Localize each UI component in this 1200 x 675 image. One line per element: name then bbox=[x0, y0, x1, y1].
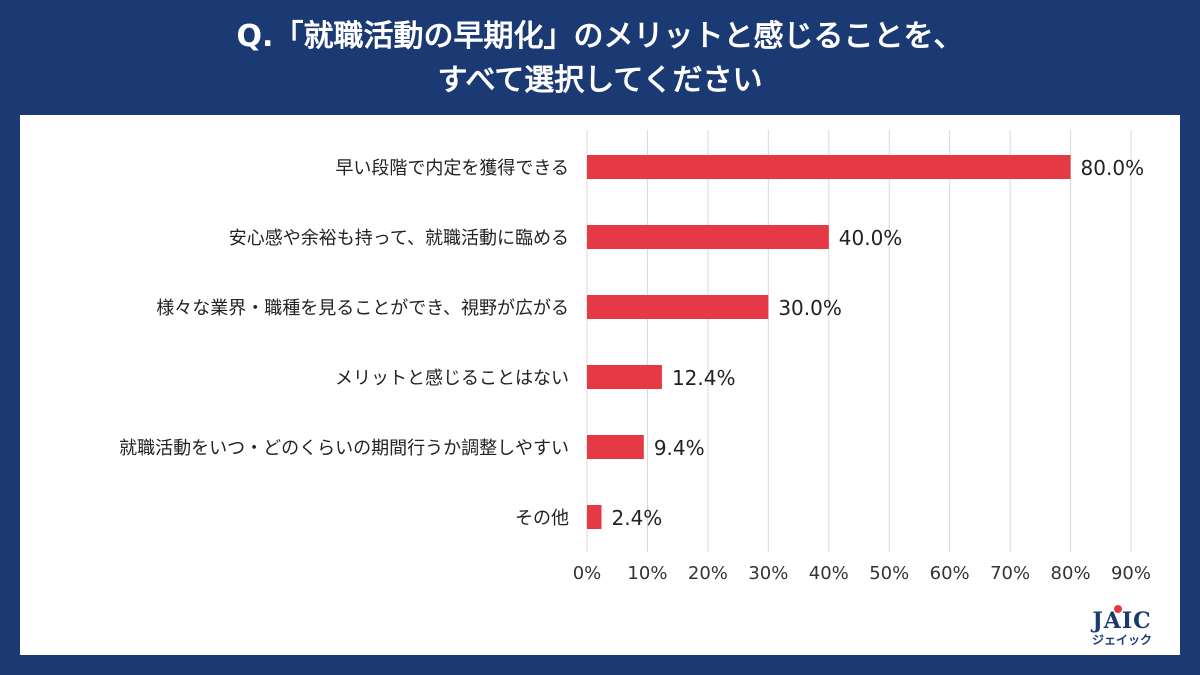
logo-red-dot bbox=[1113, 605, 1122, 613]
value-label-0: 80.0% bbox=[1081, 156, 1145, 180]
x-tick-label-7: 70% bbox=[990, 563, 1030, 584]
value-label-4: 9.4% bbox=[654, 436, 705, 460]
chart-title-line-1: Q.「就職活動の早期化」のメリットと感じることを、 bbox=[236, 19, 964, 54]
value-label-5: 2.4% bbox=[612, 506, 663, 530]
bar-1 bbox=[587, 225, 829, 249]
category-label-0: 早い段階で内定を獲得できる bbox=[335, 158, 569, 179]
category-label-3: メリットと感じることはない bbox=[335, 368, 569, 389]
bar-chart: 早い段階で内定を獲得できる 80.0% 安心感や余裕も持って、就職活動に臨める 40.… bbox=[119, 130, 1151, 584]
jaic-logo: JAIC ジェイック bbox=[1091, 605, 1152, 647]
bar-5 bbox=[587, 505, 602, 529]
chart-panel: 早い段階で内定を獲得できる 80.0% 安心感や余裕も持って、就職活動に臨める 40.… bbox=[20, 115, 1180, 655]
chart-title-line-2: すべて選択してください bbox=[437, 63, 763, 98]
bar-2 bbox=[587, 295, 769, 319]
bar-3 bbox=[587, 365, 662, 389]
x-tick-label-6: 60% bbox=[930, 563, 970, 584]
logo-wordmark: JAIC bbox=[1092, 608, 1152, 634]
category-label-2: 様々な業界・職種を見ることができ、視野が広がる bbox=[156, 298, 569, 319]
x-tick-label-8: 80% bbox=[1051, 563, 1091, 584]
x-tick-label-3: 30% bbox=[748, 563, 788, 584]
x-tick-label-2: 20% bbox=[688, 563, 728, 584]
x-tick-label-9: 90% bbox=[1111, 563, 1151, 584]
category-label-5: その他 bbox=[515, 508, 569, 529]
category-label-1: 安心感や余裕も持って、就職活動に臨める bbox=[229, 228, 569, 249]
x-tick-label-1: 10% bbox=[627, 563, 667, 584]
x-tick-label-4: 40% bbox=[809, 563, 849, 584]
value-label-2: 30.0% bbox=[778, 296, 842, 320]
x-tick-label-0: 0% bbox=[573, 563, 602, 584]
chart-header: Q.「就職活動の早期化」のメリットと感じることを、 すべて選択してください bbox=[0, 0, 1200, 112]
value-label-3: 12.4% bbox=[672, 366, 736, 390]
bar-0 bbox=[587, 155, 1071, 179]
bar-4 bbox=[587, 435, 644, 459]
category-label-4: 就職活動をいつ・どのくらいの期間行うか調整しやすい bbox=[119, 438, 569, 459]
value-label-1: 40.0% bbox=[839, 226, 903, 250]
logo-katakana: ジェイック bbox=[1091, 633, 1152, 647]
x-tick-label-5: 50% bbox=[869, 563, 909, 584]
